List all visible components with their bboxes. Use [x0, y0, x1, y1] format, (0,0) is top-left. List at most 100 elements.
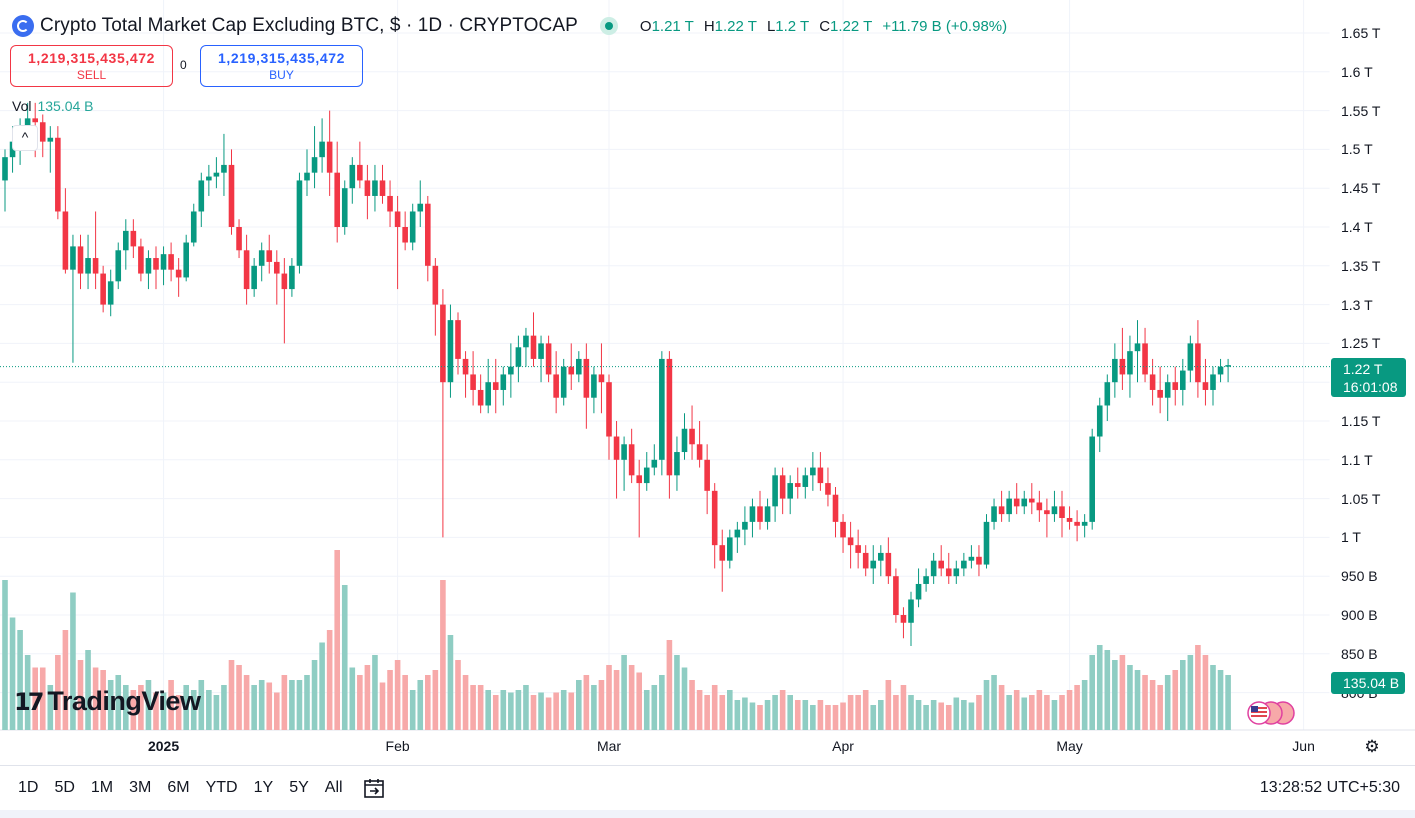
volume-bar — [508, 692, 514, 730]
volume-bar — [787, 695, 793, 730]
volume-bar — [92, 667, 99, 730]
candle-body — [62, 211, 69, 270]
go-to-date-calendar-icon[interactable] — [362, 776, 386, 800]
volume-bar — [47, 685, 54, 730]
market-status-icon[interactable] — [599, 17, 618, 35]
candle-body — [236, 227, 242, 251]
candle-body — [311, 157, 318, 173]
volume-bar — [77, 660, 84, 730]
symbol-title[interactable]: Crypto Total Market Cap Excluding BTC, $… — [40, 15, 578, 36]
candle-body — [885, 552, 892, 577]
volume-bar — [357, 675, 363, 730]
range-1m[interactable]: 1M — [90, 779, 114, 796]
buy-button[interactable]: 1,219,315,435,472 BUY — [200, 45, 363, 87]
economic-events-flags-icon[interactable] — [1237, 700, 1297, 726]
candle-body — [508, 366, 514, 375]
volume-bar — [1127, 665, 1133, 730]
volume-bar — [409, 690, 416, 730]
bar-countdown: 16:01:08 — [1343, 379, 1398, 395]
chart-header: Crypto Total Market Cap Excluding BTC, $… — [12, 14, 1007, 38]
volume-bar — [425, 675, 431, 730]
volume-bar — [319, 642, 325, 730]
candle-body — [1066, 518, 1073, 522]
spread-value: 0 — [180, 58, 187, 72]
candle-body — [107, 281, 114, 305]
volume-bar — [9, 617, 16, 730]
candle-body — [1006, 498, 1012, 515]
candle-body — [296, 180, 303, 266]
candle-body — [953, 568, 960, 577]
sell-button[interactable]: 1,219,315,435,472 SELL — [10, 45, 173, 87]
timezone-clock[interactable]: 13:28:52 UTC+5:30 — [1259, 779, 1400, 796]
volume-bar — [17, 630, 23, 730]
volume-bar — [802, 700, 809, 730]
price-tick-label: 1.5 T — [1341, 141, 1373, 158]
volume-bar — [123, 685, 129, 730]
candle-body — [961, 560, 967, 569]
volume-bar — [311, 660, 318, 730]
volume-bar — [772, 695, 778, 730]
range-ytd[interactable]: YTD — [205, 779, 238, 796]
price-tick-label: 1.3 T — [1341, 296, 1373, 313]
candle-body — [1127, 351, 1133, 375]
volume-bar — [289, 680, 295, 730]
candle-body — [357, 164, 363, 181]
volume-bar — [1013, 690, 1020, 730]
range-6m[interactable]: 6M — [167, 779, 190, 796]
range-5d[interactable]: 5D — [54, 779, 75, 796]
volume-bar — [742, 697, 748, 730]
volume-bar — [2, 580, 8, 730]
volume-bar — [666, 640, 673, 730]
candle-body — [870, 560, 877, 569]
volume-bar — [168, 680, 174, 730]
candle-body — [787, 483, 793, 499]
ohlc-high: H1.22 T — [703, 17, 757, 35]
price-chart[interactable] — [0, 0, 1415, 765]
candle-body — [530, 335, 537, 359]
volume-bar — [1134, 670, 1141, 730]
candle-body — [1134, 343, 1141, 352]
range-1d[interactable]: 1D — [18, 779, 39, 796]
volume-legend[interactable]: Vol 135.04 B — [12, 98, 94, 114]
volume-bar — [485, 690, 491, 730]
collapse-legend-button[interactable]: ^ — [12, 125, 38, 151]
volume-bar — [968, 702, 975, 730]
volume-bar — [538, 692, 544, 730]
volume-bar — [945, 705, 952, 730]
volume-bar — [274, 692, 280, 730]
volume-bar — [455, 660, 461, 730]
volume-bar — [855, 695, 861, 730]
range-5y[interactable]: 5Y — [289, 779, 309, 796]
symbol-logo-icon[interactable] — [12, 15, 34, 37]
volume-bar — [341, 585, 348, 730]
candle-body — [258, 250, 265, 266]
volume-bar — [281, 675, 288, 730]
range-1y[interactable]: 1Y — [253, 779, 274, 796]
candle-body — [1149, 374, 1156, 390]
candle-body — [757, 506, 763, 522]
candle-body — [606, 382, 612, 437]
volume-bar — [991, 675, 997, 730]
volume-bar — [598, 680, 605, 730]
candle-body — [643, 467, 650, 484]
volume-bar — [39, 667, 46, 730]
candle-body — [1217, 366, 1224, 375]
candle-body — [1036, 502, 1043, 511]
volume-bar — [734, 700, 741, 730]
price-tick-label: 1 T — [1341, 529, 1361, 546]
candle-body — [24, 118, 31, 130]
range-3m[interactable]: 3M — [129, 779, 152, 796]
volume-bar — [243, 675, 250, 730]
candle-body — [734, 529, 741, 538]
volume-bar — [1149, 680, 1156, 730]
volume-bar — [674, 655, 680, 730]
volume-bar — [681, 667, 688, 730]
range-all[interactable]: All — [324, 779, 343, 796]
candle-body — [372, 180, 378, 196]
gear-icon[interactable]: ⚙ — [1364, 737, 1380, 756]
tradingview-logo[interactable]: 17 TradingView — [14, 686, 201, 717]
volume-bar — [749, 702, 756, 730]
volume-bar — [621, 655, 627, 730]
candle-body — [266, 250, 273, 262]
